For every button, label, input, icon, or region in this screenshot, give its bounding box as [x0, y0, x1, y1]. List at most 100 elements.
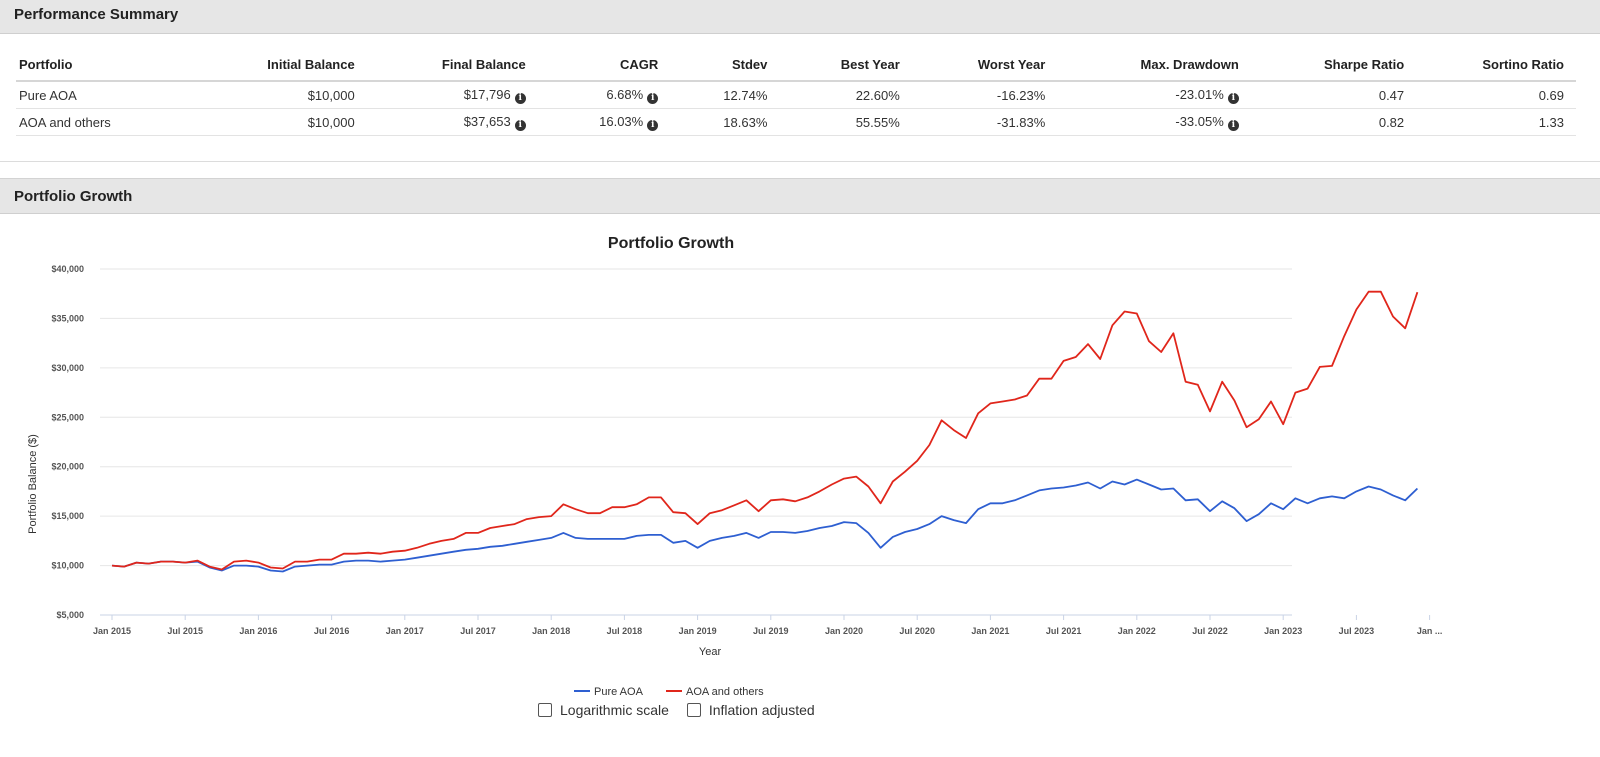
x-axis-label: Year: [699, 646, 722, 658]
inflation-adjusted-checkbox[interactable]: [686, 703, 701, 717]
x-tick-label: Jul 2016: [314, 626, 350, 636]
legend-label-pure-aoa: Pure AOA: [594, 686, 644, 698]
final-balance-value: $37,653: [463, 113, 511, 129]
portfolio-growth-section-title: Portfolio Growth: [14, 188, 133, 205]
x-tick-label: Jan 2017: [386, 626, 424, 636]
performance-summary-header: Performance Summary: [0, 0, 1600, 34]
performance-summary-title: Performance Summary: [14, 6, 179, 23]
cell-sharpe-ratio: 0.47: [1264, 81, 1431, 109]
cell-max-drawdown: -33.05% i: [1071, 108, 1265, 136]
grid-lines: [100, 268, 1292, 616]
y-tick-label: $40,000: [51, 264, 84, 274]
legend-label-aoa-and-others: AOA and others: [686, 686, 764, 698]
performance-summary-panel: Portfolio Initial Balance Final Balance …: [0, 34, 1600, 162]
legend-item-pure-aoa[interactable]: Pure AOA: [574, 686, 644, 698]
cell-best-year: 55.55%: [793, 108, 926, 136]
table-row: AOA and others $10,000 $37,653 i 16.03% i …: [16, 108, 1576, 136]
y-tick-label: $10,000: [51, 561, 84, 571]
max-drawdown-value: -33.05%: [1175, 113, 1224, 129]
col-final-balance: Final Balance: [380, 52, 552, 82]
y-tick-label: $5,000: [56, 610, 84, 620]
y-tick-label: $35,000: [51, 313, 84, 323]
cell-sharpe-ratio: 0.82: [1264, 108, 1431, 136]
series-line-aoa-and-others: [111, 290, 1419, 571]
x-tick-label: Jan 2016: [239, 626, 277, 636]
series-lines: [111, 290, 1419, 573]
cell-final-balance: $17,796 i: [380, 81, 552, 109]
cell-cagr: 6.68% i: [551, 81, 685, 109]
col-initial-balance: Initial Balance: [204, 52, 381, 82]
log-scale-checkbox[interactable]: [538, 703, 552, 717]
log-scale-label: Logarithmic scale: [560, 702, 669, 718]
inflation-adjusted-toggle[interactable]: Inflation adjusted: [686, 702, 815, 718]
x-tick-label: Jan 2018: [532, 626, 570, 636]
info-icon[interactable]: i: [1227, 92, 1239, 104]
cell-portfolio: Pure AOA: [16, 81, 205, 109]
performance-summary-table: Portfolio Initial Balance Final Balance …: [16, 52, 1576, 136]
log-scale-toggle[interactable]: Logarithmic scale: [538, 702, 669, 718]
info-icon[interactable]: i: [1227, 119, 1239, 131]
x-axis-ticks: Jan 2015 Jul 2015 Jan 2016 Jul 2016 Jan 2017…: [93, 615, 1442, 636]
portfolio-growth-header: Portfolio Growth: [0, 178, 1600, 214]
x-tick-label: Jul 2018: [607, 626, 643, 636]
info-icon[interactable]: i: [647, 92, 659, 104]
x-tick-label: Jan ...: [1417, 626, 1443, 636]
x-tick-label: Jul 2021: [1046, 626, 1082, 636]
chart-title: Portfolio Growth: [608, 235, 734, 252]
cell-worst-year: -16.23%: [925, 81, 1072, 109]
cell-stdev: 12.74%: [684, 81, 794, 109]
y-tick-label: $15,000: [51, 511, 84, 521]
portfolio-growth-chart-area: Portfolio Growth Portfolio Balance ($) Y…: [0, 214, 1600, 757]
info-icon[interactable]: i: [514, 92, 526, 104]
col-stdev: Stdev: [684, 52, 794, 82]
x-tick-label: Jul 2017: [460, 626, 496, 636]
cell-stdev: 18.63%: [684, 108, 794, 136]
x-tick-label: Jul 2022: [1192, 626, 1228, 636]
col-portfolio: Portfolio: [16, 52, 205, 82]
y-tick-label: $20,000: [51, 462, 84, 472]
x-tick-label: Jul 2015: [167, 626, 203, 636]
info-icon[interactable]: i: [647, 119, 659, 131]
x-tick-label: Jan 2023: [1264, 626, 1302, 636]
y-tick-label: $30,000: [51, 363, 84, 373]
cell-sortino-ratio: 1.33: [1430, 108, 1576, 136]
col-max-drawdown: Max. Drawdown: [1071, 52, 1265, 82]
final-balance-value: $17,796: [463, 86, 511, 102]
table-header-row: Portfolio Initial Balance Final Balance …: [16, 52, 1576, 82]
x-tick-label: Jan 2015: [93, 626, 131, 636]
portfolio-growth-chart: Portfolio Growth Portfolio Balance ($) Y…: [27, 235, 1442, 698]
chart-controls: Logarithmic scale Inflation adjusted: [538, 702, 829, 720]
x-tick-label: Jan 2019: [679, 626, 717, 636]
cell-cagr: 16.03% i: [551, 108, 685, 136]
x-tick-label: Jul 2019: [753, 626, 789, 636]
cell-sortino-ratio: 0.69: [1430, 81, 1576, 109]
legend-item-aoa-and-others[interactable]: AOA and others: [666, 686, 764, 698]
y-tick-label: $25,000: [51, 412, 84, 422]
y-axis-ticks: $5,000 $10,000 $15,000 $20,000 $25,000 $30,00…: [51, 264, 84, 620]
cell-best-year: 22.60%: [793, 81, 926, 109]
x-tick-label: Jan 2022: [1118, 626, 1156, 636]
cell-initial-balance: $10,000: [204, 81, 381, 109]
series-line-pure-aoa: [111, 478, 1419, 573]
x-tick-label: Jul 2023: [1339, 626, 1375, 636]
y-axis-label: Portfolio Balance ($): [27, 434, 39, 534]
table-row: Pure AOA $10,000 $17,796 i 6.68% i 12.74% …: [16, 81, 1576, 109]
col-worst-year: Worst Year: [925, 52, 1072, 82]
x-tick-label: Jul 2020: [899, 626, 935, 636]
cagr-value: 16.03%: [599, 113, 644, 129]
x-tick-label: Jan 2020: [825, 626, 863, 636]
col-sortino-ratio: Sortino Ratio: [1430, 52, 1576, 82]
col-cagr: CAGR: [551, 52, 685, 82]
col-best-year: Best Year: [793, 52, 926, 82]
col-sharpe-ratio: Sharpe Ratio: [1264, 52, 1431, 82]
cell-final-balance: $37,653 i: [380, 108, 552, 136]
cell-worst-year: -31.83%: [925, 108, 1072, 136]
cagr-value: 6.68%: [606, 86, 644, 102]
inflation-adjusted-label: Inflation adjusted: [708, 702, 815, 718]
cell-max-drawdown: -23.01% i: [1071, 81, 1265, 109]
cell-initial-balance: $10,000: [204, 108, 381, 136]
x-tick-label: Jan 2021: [971, 626, 1009, 636]
info-icon[interactable]: i: [514, 119, 526, 131]
max-drawdown-value: -23.01%: [1175, 86, 1224, 102]
chart-legend: Pure AOA AOA and others: [574, 686, 764, 698]
